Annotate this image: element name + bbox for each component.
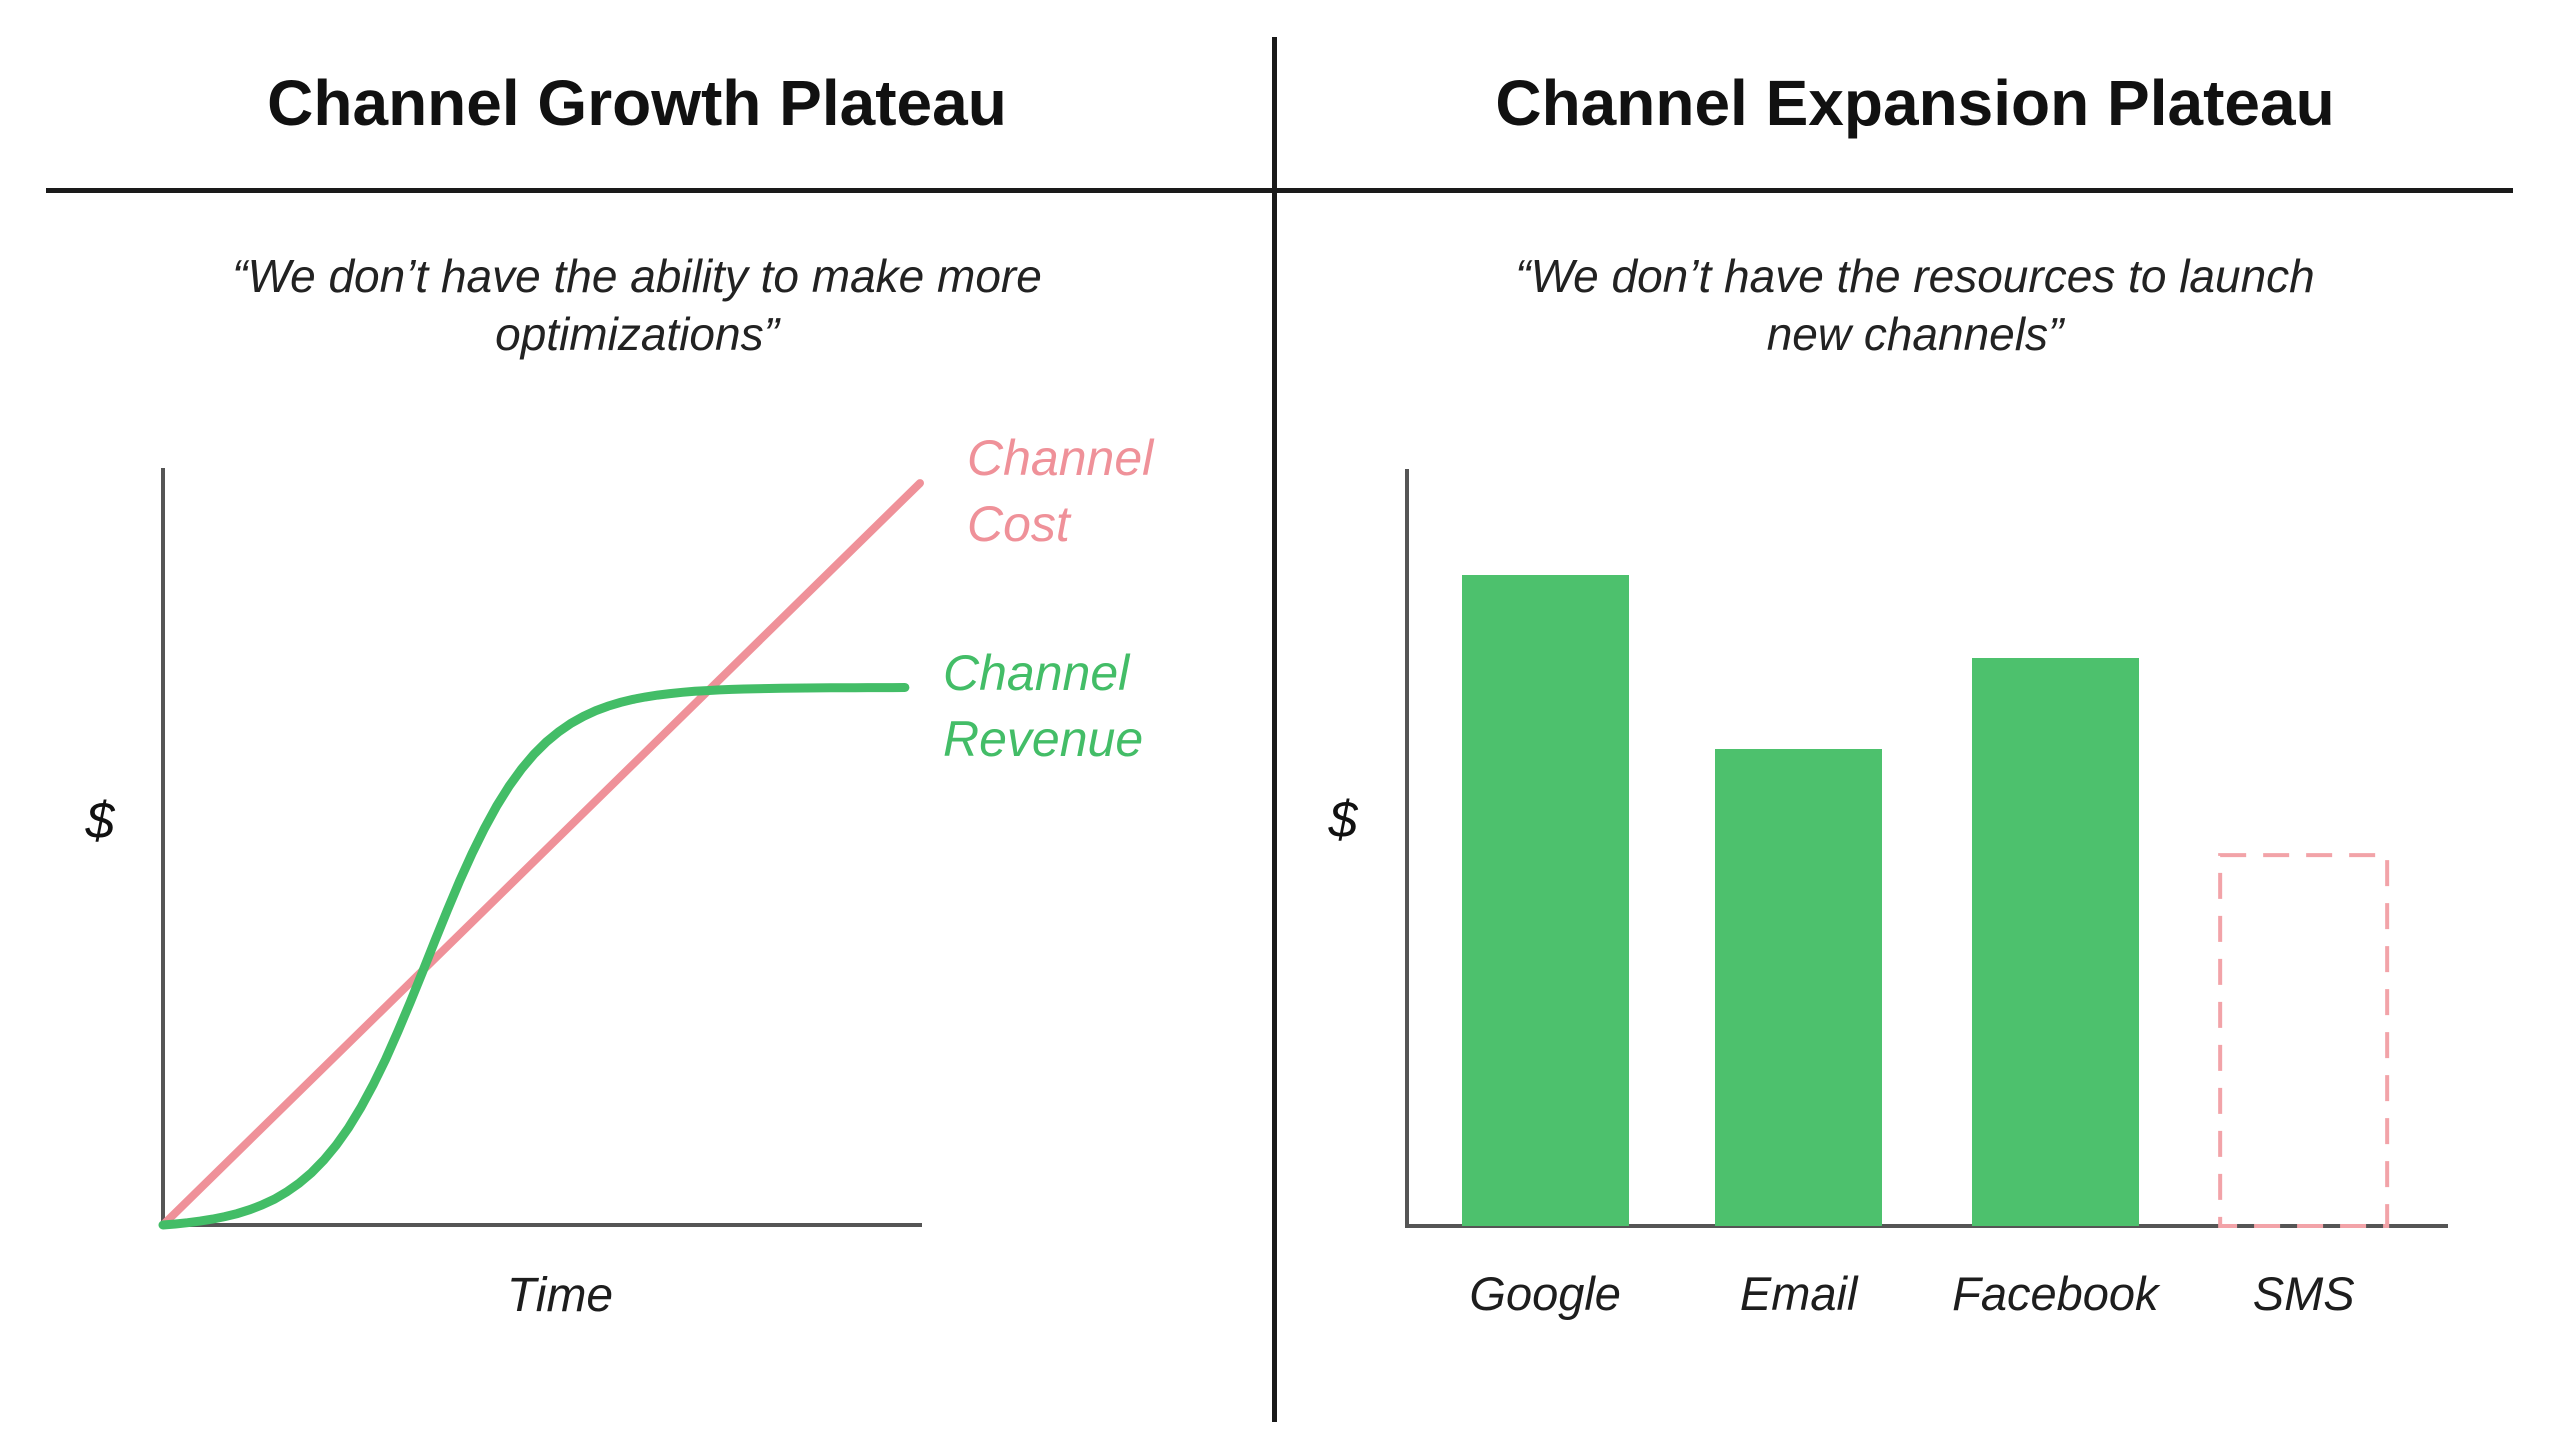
right-chart-y-axis-label: $ [1328, 791, 1358, 849]
left-panel-quote: “We don’t have the ability to make more … [0, 248, 1274, 363]
dashed-bar-overlay [2218, 853, 2390, 1228]
channel-cost-line [159, 479, 924, 1229]
channel-revenue-legend-label: Channel Revenue [943, 645, 1144, 767]
right-quote-line-1: “We don’t have the resources to launch [1515, 250, 2315, 302]
growth-line-chart [158, 479, 924, 1230]
right-panel-title: Channel Expansion Plateau [1495, 67, 2335, 139]
bar-label-email: Email [1739, 1267, 1858, 1320]
bar-label-google: Google [1469, 1267, 1621, 1320]
right-quote-line-2: new channels” [1766, 307, 2064, 360]
left-chart-y-axis-label: $ [85, 792, 115, 850]
left-chart-y-axis [161, 468, 165, 1225]
channel-cost-legend-label: Channel Cost [967, 430, 1154, 552]
expansion-bar-chart: Google Email Facebook SMS [1407, 469, 2446, 1320]
title-underline-rule [46, 188, 2513, 193]
bar-label-sms: SMS [2252, 1267, 2355, 1320]
bar-email [1715, 749, 1883, 1226]
left-quote-line-1: “We don’t have the ability to make more [232, 250, 1042, 302]
left-panel-title: Channel Growth Plateau [267, 67, 1007, 139]
bar-google [1461, 574, 1629, 1226]
bar-facebook [1971, 658, 2139, 1226]
bar-label-facebook: Facebook [1952, 1267, 2159, 1320]
right-chart-y-axis [1405, 469, 1409, 1226]
channel-revenue-curve [158, 683, 910, 1230]
left-chart-x-axis-label: Time [506, 1269, 614, 1322]
dashed-bar-sms [2218, 853, 2390, 1228]
right-chart-x-axis [1405, 1224, 2448, 1228]
left-chart-x-axis [161, 1223, 922, 1227]
right-panel-quote: “We don’t have the resources to launch n… [1274, 248, 2556, 363]
left-quote-line-2: optimizations” [495, 307, 779, 360]
panel-divider-line [1272, 37, 1277, 1422]
